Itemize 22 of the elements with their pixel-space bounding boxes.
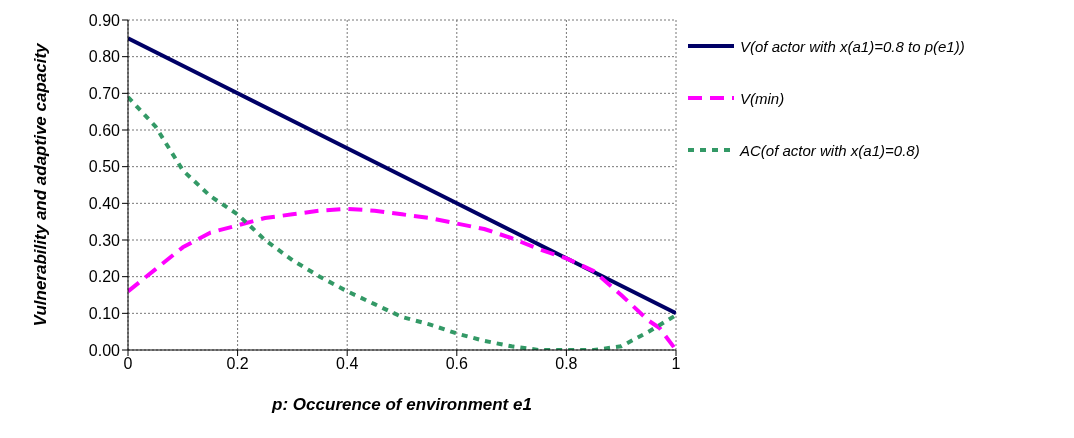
y-tick-label: 0.40 [88, 195, 121, 213]
y-tick-label: 0.50 [88, 158, 121, 176]
x-tick-label: 0 [123, 355, 133, 373]
y-tick-label: 0.30 [88, 231, 121, 249]
line-series [128, 36, 676, 316]
x-tick-label: 0.6 [445, 355, 469, 373]
x-tick-label: 0.2 [226, 355, 249, 373]
y-tick-label: 0.20 [88, 268, 121, 286]
y-tick-label: 0.00 [88, 341, 121, 359]
legend-label: V(of actor with x(a1)=0.8 to p(e1)) [740, 37, 965, 55]
x-axis-title: p: Occurence of environment e1 [271, 395, 532, 414]
y-tick-label: 0.70 [88, 85, 121, 103]
legend-label: AC(of actor with x(a1)=0.8) [740, 141, 920, 159]
y-tick-label: 0.60 [88, 121, 121, 139]
x-tick-label: 1 [671, 355, 681, 373]
legend-label: V(min) [740, 89, 785, 107]
x-tick-label: 0.8 [555, 355, 578, 373]
y-axis-title: Vulnerability and adaptive capacity [31, 41, 51, 327]
y-tick-label: 0.80 [88, 48, 121, 66]
x-tick-label: 0.4 [336, 355, 359, 373]
y-tick-label: 0.90 [88, 11, 121, 29]
y-tick-label: 0.10 [88, 305, 121, 323]
